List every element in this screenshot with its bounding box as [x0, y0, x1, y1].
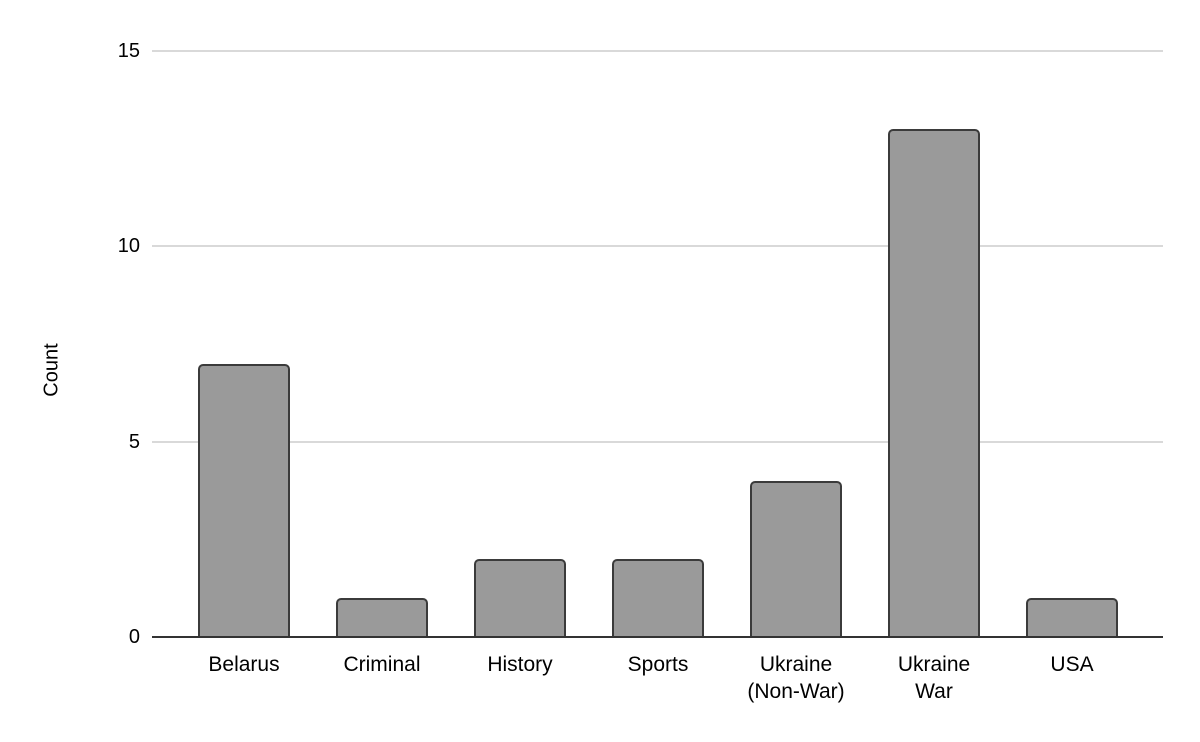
- y-axis-title: Count: [40, 343, 63, 397]
- x-tick-label-belarus: Belarus: [208, 653, 280, 676]
- bar-usa: [1026, 597, 1118, 637]
- bar-ukraine-war: [888, 129, 980, 637]
- y-tick-label-5: 5: [128, 430, 140, 453]
- bar-belarus: [198, 363, 290, 637]
- bar-history: [474, 558, 566, 637]
- x-tick-label-ukraine-non-war: Ukraine (Non-War): [747, 653, 845, 703]
- x-tick-label-sports: Sports: [627, 653, 689, 676]
- bar-ukraine-non-war: [750, 480, 842, 637]
- x-tick-label-usa: USA: [1050, 653, 1094, 676]
- bar-criminal: [336, 597, 428, 637]
- x-tick-label-history: History: [487, 653, 553, 676]
- gridline-y-15: [152, 50, 1163, 52]
- y-tick-label-0: 0: [128, 626, 140, 648]
- x-tick-label-criminal: Criminal: [343, 653, 421, 676]
- y-tick-label-15: 15: [117, 40, 140, 62]
- gridline-y-10: [152, 245, 1163, 248]
- y-tick-label-10: 10: [117, 235, 140, 258]
- x-tick-label-ukraine-war: Ukraine War: [897, 653, 971, 703]
- bar-sports: [612, 558, 704, 637]
- x-axis-line: [152, 636, 1163, 638]
- plot-area: [152, 50, 1163, 638]
- gridline-y-5: [152, 440, 1163, 443]
